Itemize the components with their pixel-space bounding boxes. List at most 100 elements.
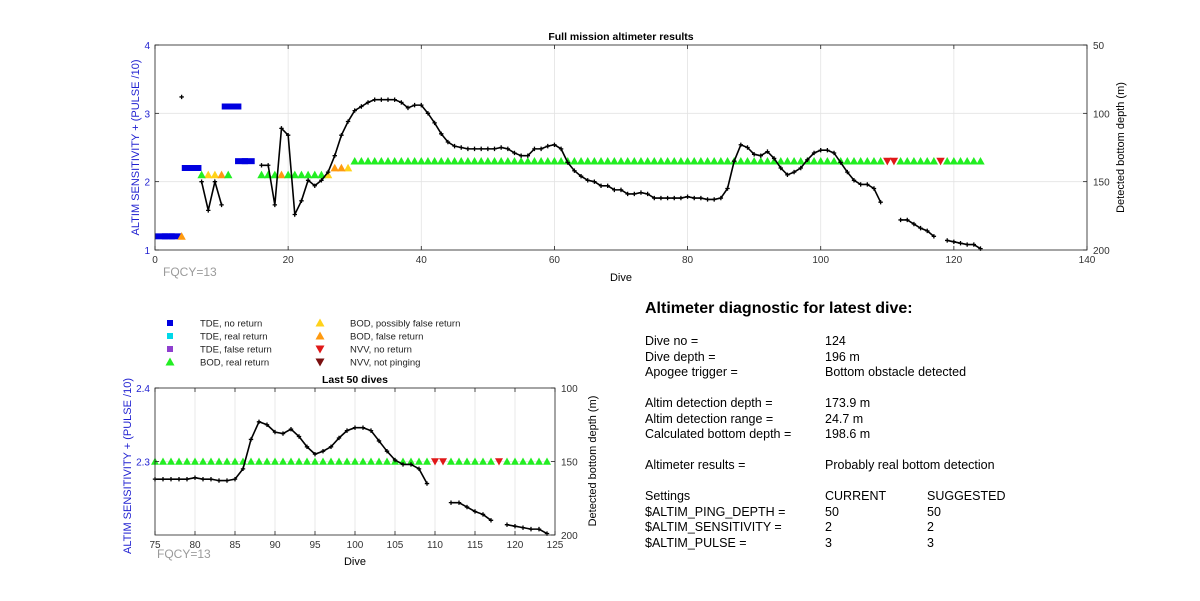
depth-point [312, 183, 317, 188]
bod-real-return-marker [949, 156, 959, 165]
depth-point [964, 242, 970, 247]
dive-depth-row: Dive depth = 196 m [645, 350, 1185, 366]
depth-point [319, 178, 324, 183]
bod-real-return-marker [663, 156, 672, 165]
legend-label: NVV, no return [350, 345, 412, 356]
depth-point [376, 438, 382, 444]
x-tick-label: 115 [467, 540, 483, 551]
depth-point [385, 97, 391, 102]
depth-point [400, 462, 406, 467]
full-mission-plot-border [154, 44, 1088, 251]
depth-point [632, 191, 637, 197]
depth-point [572, 168, 577, 173]
bod-real-return-marker [477, 156, 486, 165]
depth-point [392, 97, 397, 102]
bod-real-return-marker [710, 156, 719, 165]
depth-point [565, 160, 570, 165]
depth-point [525, 153, 530, 158]
tde-no-return-marker [188, 165, 202, 171]
bod-real-return-marker [736, 156, 746, 165]
depth-point [212, 179, 218, 184]
depth-point [432, 120, 437, 126]
depth-point [488, 518, 494, 523]
last50-title: Last 50 dives [322, 374, 388, 386]
x-tick-label: 75 [149, 540, 161, 551]
depth-point [359, 104, 364, 109]
depth-point [771, 156, 777, 161]
depth-point [456, 500, 462, 505]
bod-real-return-marker [423, 156, 433, 165]
depth-point [498, 145, 504, 150]
depth-point [658, 195, 664, 201]
detection-depth-value: 173.9 m [825, 396, 871, 410]
bod-real-return-marker [536, 156, 546, 165]
bod-real-return-marker [696, 156, 706, 165]
bod-real-return-marker [367, 457, 375, 465]
bod-real-return-marker [516, 156, 526, 165]
bod-real-return-marker [335, 457, 343, 465]
bod-real-return-marker [869, 156, 879, 165]
bod-real-return-marker [530, 156, 539, 165]
setting-row-ping-depth: $ALTIM_PING_DEPTH = 50 50 [645, 505, 1185, 521]
bod-real-return-marker [527, 457, 535, 465]
bod-real-return-marker [630, 156, 639, 165]
full-mission-chart: 0 20 40 60 80 100 120 140 1 2 3 4 50 100 150 200 Full m… [130, 31, 1127, 284]
depth-point [625, 191, 630, 197]
depth-point [176, 476, 182, 482]
apogee-row: Apogee trigger = Bottom obstacle detecte… [645, 365, 1185, 381]
depth-point [352, 108, 357, 113]
bod-real-return-marker [863, 156, 872, 165]
depth-point [505, 146, 511, 152]
full-mission-ylabel: ALTIM SENSITIVITY + (PULSE /10) [130, 60, 142, 236]
bod-real-return-marker [816, 156, 825, 165]
depth-point [408, 462, 414, 467]
bod-real-return-marker [287, 457, 295, 465]
bod-real-return-marker [590, 156, 599, 165]
depth-point [325, 169, 331, 175]
apogee-value: Bottom obstacle detected [825, 365, 967, 379]
depth-point [751, 152, 757, 157]
bod-real-return-marker [223, 457, 231, 465]
bod-real-return-marker [643, 156, 652, 165]
bod-real-return-marker [437, 156, 446, 165]
bod-real-return-marker [310, 170, 319, 179]
bod-real-return-marker [749, 156, 759, 165]
x-tick-label: 110 [427, 540, 443, 551]
legend-label: BOD, false return [350, 332, 423, 343]
depth-point [738, 142, 744, 147]
depth-point [368, 428, 374, 433]
bod-real-return-marker [783, 156, 792, 165]
depth-point [259, 163, 264, 168]
bod-real-return-marker [403, 156, 413, 165]
bod-real-return-marker [487, 457, 495, 465]
depth-point [360, 425, 366, 430]
bod-real-return-marker [523, 156, 532, 165]
bod-real-return-marker [455, 457, 463, 465]
x-tick-label: 80 [189, 540, 201, 551]
setting-name: $ALTIM_SENSITIVITY = [645, 520, 782, 534]
nvv-no-return-marker [495, 458, 503, 466]
bod-real-return-marker [535, 457, 543, 465]
bod-real-return-marker [829, 156, 839, 165]
bod-real-return-marker [519, 457, 527, 465]
bod-real-return-marker [556, 156, 566, 165]
nvv-no-return-marker [936, 157, 945, 166]
bod-real-return-marker [596, 156, 606, 165]
setting-row-pulse: $ALTIM_PULSE = 3 3 [645, 536, 1185, 552]
y-tick-label: 2.3 [136, 458, 150, 469]
depth-point [292, 212, 297, 217]
apogee-label: Apogee trigger = [645, 365, 738, 379]
bod-real-return-marker [570, 156, 579, 165]
bod-real-return-marker [197, 170, 206, 179]
x-tick-label: 60 [549, 255, 561, 266]
setting-suggested: 50 [927, 504, 941, 519]
x-tick-label: 105 [387, 540, 404, 551]
legend-swatch [165, 357, 175, 366]
bod-real-return-marker [295, 457, 303, 465]
bod-real-return-marker [359, 457, 367, 465]
results-label: Altimeter results = [645, 458, 746, 472]
bod-real-return-marker [255, 457, 263, 465]
depth-point [328, 444, 334, 449]
last50-y2label: Detected bottom depth (m) [587, 396, 599, 527]
bod-real-return-marker [410, 156, 419, 165]
